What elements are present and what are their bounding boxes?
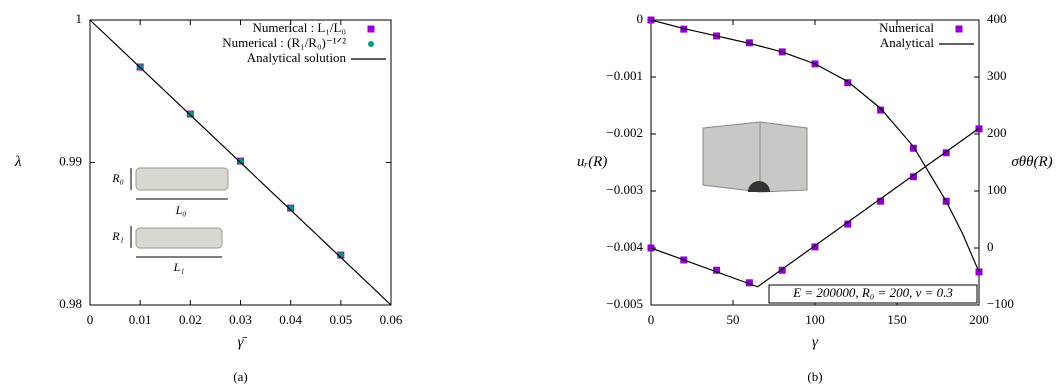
y-tick-label: 0.99 bbox=[59, 153, 82, 168]
x-tick-label: 0.04 bbox=[279, 312, 302, 327]
legend-label: Analytical solution bbox=[247, 50, 347, 65]
annotation: L₁ bbox=[173, 260, 185, 274]
y-tick-label: −0.002 bbox=[606, 125, 643, 140]
point bbox=[187, 111, 193, 117]
x-tick-label: 50 bbox=[727, 312, 740, 327]
legend-label: Analytical bbox=[880, 35, 935, 50]
x-axis-label: γ bbox=[812, 334, 819, 350]
y-tick-label: −0.004 bbox=[606, 239, 643, 254]
x-tick-label: 0.06 bbox=[380, 312, 403, 327]
y-tick-label: −0.005 bbox=[606, 296, 643, 311]
x-tick-label: 0 bbox=[648, 312, 655, 327]
x-tick-label: 0 bbox=[87, 312, 94, 327]
y-tick-label: 1 bbox=[76, 11, 83, 26]
y-axis-label: uᵣ(R) bbox=[577, 154, 607, 170]
x-axis-label: γ̄ bbox=[238, 334, 248, 350]
caption: (a) bbox=[233, 369, 247, 384]
legend-label: Numerical : L₁/L₀ bbox=[252, 20, 346, 35]
y-tick-label: −0.001 bbox=[606, 68, 643, 83]
figure: 0 0.01 0.02 0.03 0.04 0.05 0.06 0.98 0.99 1 γ̄ λ (a)… bbox=[0, 0, 1062, 390]
y2-axis-label: σθθ(R) bbox=[1011, 154, 1052, 170]
legend-marker bbox=[368, 26, 375, 33]
caption: (b) bbox=[807, 369, 822, 384]
annotation: L₀ bbox=[175, 203, 187, 217]
legend-label: Numerical : (R₁/R₀)⁻¹ᐟ² bbox=[222, 35, 346, 50]
line bbox=[651, 20, 979, 272]
legend-label: Numerical bbox=[879, 20, 934, 35]
y2-tick-label: 100 bbox=[987, 182, 1007, 197]
y-tick-label: −0.003 bbox=[606, 182, 643, 197]
legend-marker bbox=[368, 41, 374, 47]
x-tick-label: 0.03 bbox=[229, 312, 252, 327]
annotation: R₀ bbox=[111, 171, 124, 185]
y2-tick-label: 0 bbox=[987, 239, 994, 254]
y2-tick-label: 200 bbox=[987, 125, 1007, 140]
y-tick-label: 0 bbox=[637, 11, 644, 26]
legend-marker bbox=[956, 26, 963, 33]
y-axis-label: λ bbox=[14, 154, 22, 170]
y-tick-label: 0.98 bbox=[59, 296, 82, 311]
x-tick-label: 0.02 bbox=[179, 312, 202, 327]
inset-cube bbox=[703, 122, 807, 192]
x-tick-label: 150 bbox=[887, 312, 907, 327]
x-tick-label: 100 bbox=[805, 312, 825, 327]
y2-tick-label: −100 bbox=[987, 296, 1014, 311]
annotation: R₁ bbox=[111, 229, 124, 243]
line bbox=[651, 128, 979, 286]
x-tick-label: 0.01 bbox=[129, 312, 152, 327]
annotation: E = 200000, R₀ = 200, ν = 0.3 bbox=[792, 285, 953, 300]
x-tick-label: 0.05 bbox=[329, 312, 352, 327]
x-tick-label: 200 bbox=[969, 312, 989, 327]
y2-tick-label: 400 bbox=[987, 11, 1007, 26]
y2-tick-label: 300 bbox=[987, 68, 1007, 83]
